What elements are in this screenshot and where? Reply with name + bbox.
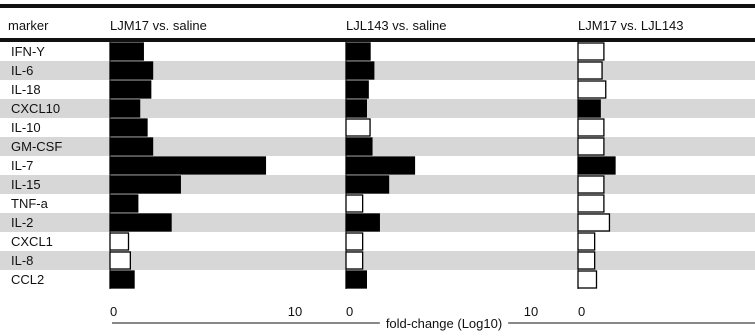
- category-label: GM-CSF: [11, 139, 62, 154]
- x-axis-label: fold-change (Log10): [386, 316, 502, 331]
- bar: [577, 80, 607, 99]
- row-header: marker: [8, 18, 49, 33]
- header-rule: [0, 38, 755, 42]
- panel-title: LJL143 vs. saline: [346, 18, 446, 33]
- bar: [345, 175, 390, 194]
- top-rule: [0, 4, 755, 8]
- tick-label: 0: [346, 304, 353, 319]
- bar: [345, 42, 371, 61]
- bar: [345, 232, 364, 251]
- tick-label: 10: [288, 304, 302, 319]
- bar: [109, 194, 139, 213]
- bar: [109, 61, 154, 80]
- bar: [109, 137, 154, 156]
- bar: [577, 61, 603, 80]
- panel: LJM17 vs. LJL143 0: [577, 18, 684, 319]
- tick-label: 0: [578, 304, 585, 319]
- bar: [109, 213, 172, 232]
- tick-label: 0: [110, 304, 117, 319]
- bar: [109, 270, 135, 289]
- bar: [577, 251, 596, 270]
- category-label: IL-7: [11, 158, 33, 173]
- bar: [345, 61, 375, 80]
- bar: [577, 213, 611, 232]
- category-label: CXCL10: [11, 101, 60, 116]
- x-axis-label-group: fold-change (Log10): [112, 316, 755, 331]
- category-label: TNF-a: [11, 196, 49, 211]
- bar: [345, 194, 364, 213]
- row-stripe: [0, 251, 755, 270]
- row-stripe: [0, 61, 755, 80]
- category-label: IL-8: [11, 253, 33, 268]
- bar: [345, 80, 369, 99]
- tick-label: 10: [524, 304, 538, 319]
- bar: [109, 175, 181, 194]
- category-label: IL-2: [11, 215, 33, 230]
- category-label: IFN-Y: [11, 44, 45, 59]
- bar: [109, 42, 144, 61]
- bar: [109, 118, 148, 137]
- bar: [345, 270, 368, 289]
- category-label: IL-18: [11, 82, 41, 97]
- bar: [109, 99, 141, 118]
- category-label: IL-6: [11, 63, 33, 78]
- bar: [577, 42, 605, 61]
- bar: [577, 118, 605, 137]
- bar: [577, 99, 601, 118]
- bar: [109, 251, 132, 270]
- panel: LJL143 vs. saline 0 10: [345, 18, 538, 319]
- row-stripe: [0, 137, 755, 156]
- panel: LJM17 vs. saline 0 10: [109, 18, 302, 319]
- panel-title: LJM17 vs. saline: [110, 18, 207, 33]
- panel-title: LJM17 vs. LJL143: [578, 18, 684, 33]
- bar: [577, 175, 605, 194]
- bar: [345, 213, 380, 232]
- bar: [345, 118, 371, 137]
- bar: [577, 137, 605, 156]
- bar: [577, 194, 605, 213]
- category-label: IL-15: [11, 177, 41, 192]
- bar: [345, 99, 368, 118]
- bar: [109, 80, 152, 99]
- bar: [345, 137, 373, 156]
- bar: [345, 251, 364, 270]
- category-label: CCL2: [11, 272, 44, 287]
- category-labels: IFN-Y IL-6 IL-18 CXCL10 IL-10 GM-CSF IL-7 IL-15…: [11, 44, 62, 287]
- category-label: CXCL1: [11, 234, 53, 249]
- bar: [577, 270, 598, 289]
- bar: [577, 232, 596, 251]
- bar: [577, 156, 616, 175]
- category-label: IL-10: [11, 120, 41, 135]
- row-stripe: [0, 99, 755, 118]
- bar: [345, 156, 416, 175]
- bar: [109, 156, 267, 175]
- bar: [109, 232, 130, 251]
